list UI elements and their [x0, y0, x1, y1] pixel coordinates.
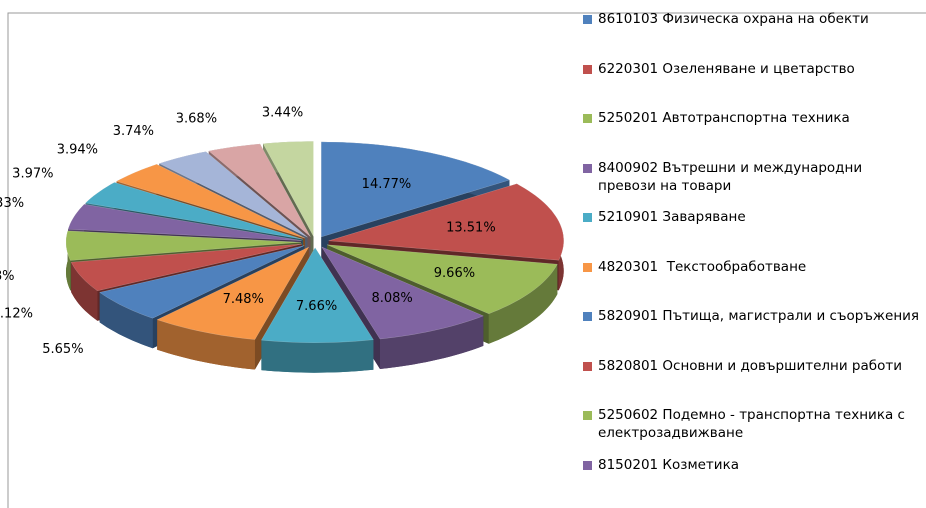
slice	[321, 246, 484, 340]
legend-swatch	[583, 262, 592, 272]
data-label: 5.65%	[42, 342, 83, 357]
chart-frame	[7, 12, 926, 508]
legend-label: 8150201 Козметика	[598, 456, 739, 473]
slice-side	[488, 264, 558, 344]
legend-item: 6220301 Озеленяване и цветарство	[583, 60, 923, 110]
legend-item: 8150201 Козметика	[583, 456, 923, 506]
slice	[67, 204, 302, 241]
slice	[328, 183, 564, 261]
legend-item: 5210901 Заваряване	[583, 208, 923, 258]
legend-label: 5820801 Основни и довършителни работи	[598, 357, 903, 374]
legend-item: 8400902 Вътрешни и международни превози …	[583, 159, 923, 209]
slice	[260, 247, 374, 373]
legend-label: 5250602 Подемно - транспортна техника с …	[598, 407, 910, 441]
slice	[327, 244, 558, 315]
legend-swatch	[583, 312, 592, 321]
data-label: 3.44%	[262, 106, 303, 121]
data-label: 7.66%	[296, 299, 337, 314]
slice	[65, 230, 302, 261]
data-label: 3.97%	[12, 166, 53, 181]
legend-swatch	[583, 15, 592, 24]
legend-label: 5820901 Пътища, магистрали и съоръжения	[598, 308, 920, 324]
legend-item: 4820301 Текстообработване	[583, 258, 923, 308]
legend-label: 6220301 Озеленяване и цветарство	[598, 60, 855, 77]
slice-side	[157, 319, 255, 370]
legend-swatch	[583, 411, 592, 420]
legend-swatch	[583, 64, 592, 74]
data-label: 8.08%	[371, 291, 412, 306]
legend-label: 4820301 Текстообработване	[598, 258, 807, 275]
data-label: 3.94%	[57, 142, 98, 157]
legend-swatch	[583, 460, 592, 470]
slice-side	[380, 315, 484, 369]
legend-swatch	[583, 163, 592, 173]
slice	[208, 143, 311, 237]
data-label: 4.33%	[0, 196, 24, 211]
legend-item: 8610103 Физическа охрана на обекти	[583, 10, 923, 60]
data-label: 13.51%	[446, 221, 496, 236]
slice	[321, 141, 511, 238]
slice	[85, 182, 303, 240]
data-label: 14.77%	[362, 177, 412, 192]
legend-label: 5210901 Заваряване	[598, 209, 746, 225]
legend-swatch	[583, 213, 592, 222]
slice	[115, 164, 306, 239]
data-label: 3.68%	[176, 112, 217, 127]
legend-swatch	[583, 361, 592, 371]
slice	[99, 245, 305, 319]
legend-label: 8400902 Вътрешни и международни превози …	[598, 159, 867, 194]
data-label: 7.48%	[223, 292, 264, 307]
slice-side	[71, 262, 98, 321]
legend-item: 5250201 Автотранспортна техника	[583, 109, 923, 159]
slice-side	[99, 292, 153, 349]
legend-swatch	[583, 114, 592, 123]
slice	[262, 141, 314, 237]
data-label: 4.98%	[0, 269, 15, 284]
slice-side	[261, 339, 374, 373]
data-label: 3.74%	[113, 124, 154, 139]
slice	[70, 243, 302, 292]
legend-item: 5250602 Подемно - транспортна техника с …	[583, 406, 923, 456]
slice	[260, 247, 374, 343]
legend-item: 5820901 Пътища, магистрали и съоръжения	[583, 307, 923, 357]
slice	[158, 151, 308, 238]
legend: 8610103 Физическа охрана на обекти 622030…	[583, 10, 923, 505]
slice	[156, 246, 310, 340]
legend-item: 5820801 Основни и довършителни работи	[583, 357, 923, 407]
legend-label: 5250201 Автотранспортна техника	[598, 110, 850, 126]
data-label: 9.66%	[434, 266, 475, 281]
legend-label: 8610103 Физическа охрана на обекти	[598, 11, 869, 27]
data-label: 5.12%	[0, 307, 33, 322]
